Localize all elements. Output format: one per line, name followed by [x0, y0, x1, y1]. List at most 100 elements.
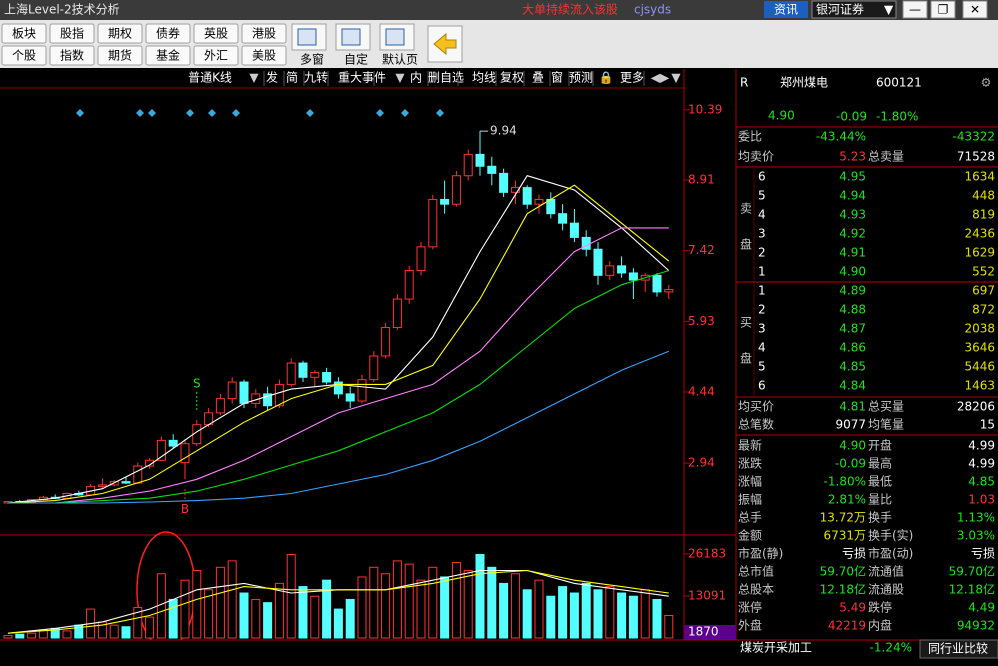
nav-button-label[interactable]: 英股 [204, 27, 228, 41]
tool-icon[interactable]: ▼ [249, 71, 259, 85]
nav-button[interactable] [1, 23, 47, 44]
field-value: 4.85 [968, 475, 995, 489]
max-label: 9.94 [490, 124, 517, 138]
nav-button[interactable] [49, 45, 95, 66]
icon-button-label[interactable]: 默认页 [382, 52, 418, 67]
field-value: 59.70亿 [820, 564, 866, 579]
nav-button-label[interactable]: 板块 [12, 27, 36, 41]
field-label: 内盘 [868, 618, 892, 633]
window-control[interactable] [962, 0, 988, 19]
tool-icon[interactable]: ▼ [671, 71, 681, 85]
field-label: 总卖量 [868, 150, 904, 164]
chart-tool[interactable]: 简 [286, 71, 298, 85]
nav-button[interactable] [145, 45, 191, 66]
nav-button[interactable] [145, 23, 191, 44]
event-marker[interactable] [148, 109, 156, 117]
window-control-icon[interactable]: — [909, 3, 921, 17]
stock-name: 郑州煤电 [780, 75, 828, 90]
settings-icon[interactable]: ⚙ [981, 76, 992, 90]
field-value: 1.03 [968, 493, 995, 507]
news-button[interactable] [764, 1, 808, 18]
book-volume: 3646 [964, 341, 995, 355]
industry-change: -1.24% [870, 641, 912, 655]
chart-toolbar [0, 69, 686, 88]
event-marker[interactable] [232, 109, 240, 117]
level: 1 [758, 265, 766, 279]
volume-bar [204, 589, 214, 639]
event-marker[interactable] [208, 109, 216, 117]
chart-tool[interactable]: 更多 [620, 71, 644, 85]
candle-body [617, 265, 627, 274]
nav-button[interactable] [1, 45, 47, 66]
candle-body [392, 298, 402, 328]
nav-button[interactable] [193, 45, 239, 66]
event-marker[interactable] [76, 109, 84, 117]
window-control[interactable] [902, 0, 928, 19]
event-marker[interactable] [306, 109, 314, 117]
event-marker[interactable] [186, 109, 194, 117]
nav-button-label[interactable]: 外汇 [204, 49, 228, 63]
chart-tool[interactable]: 叠 [532, 71, 544, 85]
nav-button-label[interactable]: 股指 [60, 26, 84, 41]
nav-button-label[interactable]: 个股 [12, 49, 36, 63]
field-value: 5.23 [839, 150, 866, 164]
chart-tool[interactable]: 窗 [551, 71, 563, 85]
nav-button[interactable] [49, 23, 95, 44]
side-label: 盘 [740, 237, 752, 252]
window-control-icon[interactable]: ❐ [938, 3, 949, 17]
compare-button[interactable] [919, 639, 998, 659]
nav-button-label[interactable]: 指数 [60, 48, 84, 63]
tool-icon[interactable]: ◀▶ [651, 71, 670, 85]
news-label[interactable]: 资讯 [774, 3, 798, 17]
event-marker[interactable] [436, 109, 444, 117]
nav-button-label[interactable]: 港股 [252, 27, 276, 41]
volume-bar [15, 633, 25, 639]
nav-button-label[interactable]: 期权 [108, 27, 132, 41]
nav-button[interactable] [97, 45, 143, 66]
field-label: 跌停 [868, 600, 892, 615]
candle-body [463, 153, 473, 177]
tool-icon[interactable]: ▼ [395, 71, 405, 85]
candle-body [628, 272, 638, 281]
broker-select[interactable] [811, 0, 897, 19]
book-volume: 5446 [964, 360, 995, 374]
volume-bar [640, 589, 650, 639]
candle-body [274, 383, 284, 407]
nav-button[interactable] [97, 23, 143, 44]
icon-glyph [297, 28, 317, 46]
nav-button-label[interactable]: 债券 [156, 26, 180, 41]
nav-button[interactable] [193, 23, 239, 44]
chart-tool[interactable]: 复权 [500, 71, 524, 85]
window-control[interactable] [930, 0, 956, 19]
volume-bar [546, 595, 556, 639]
nav-button-label[interactable]: 期货 [108, 48, 132, 63]
nav-button[interactable] [241, 23, 287, 44]
book-volume: 697 [972, 284, 995, 298]
candle-body [381, 326, 391, 357]
last-price: 4.90 [768, 109, 795, 123]
compare-label[interactable]: 同行业比较 [928, 641, 988, 656]
nav-button[interactable] [241, 45, 287, 66]
volume-bar [251, 598, 261, 639]
chart-tool[interactable]: 内 [410, 71, 422, 85]
event-marker[interactable] [401, 109, 409, 117]
window-control-icon[interactable]: ✕ [970, 3, 980, 17]
volume-bar [133, 606, 143, 639]
nav-button-label[interactable]: 基金 [156, 48, 180, 63]
candle-body [215, 398, 225, 414]
broker-label[interactable]: 银河证券 [816, 2, 864, 17]
chart-tool[interactable]: 均线 [472, 71, 496, 85]
chart-tool[interactable]: 预测 [569, 71, 593, 85]
chart-tool[interactable]: 重大事件 [338, 71, 386, 85]
event-marker[interactable] [376, 109, 384, 117]
icon-button-label[interactable]: 多窗 [300, 53, 324, 67]
chart-tool[interactable]: 九转 [304, 70, 328, 85]
chart-tool[interactable]: 删自选 [428, 71, 464, 85]
chart-tool[interactable]: 普通K线 [188, 71, 232, 85]
tool-icon[interactable]: 🔒 [599, 71, 614, 85]
event-marker[interactable] [136, 109, 144, 117]
nav-button-label[interactable]: 美股 [252, 49, 276, 63]
chart-tool[interactable]: 发 [266, 70, 278, 85]
icon-button-label[interactable]: 自定 [344, 52, 368, 67]
candle-body [97, 484, 107, 487]
